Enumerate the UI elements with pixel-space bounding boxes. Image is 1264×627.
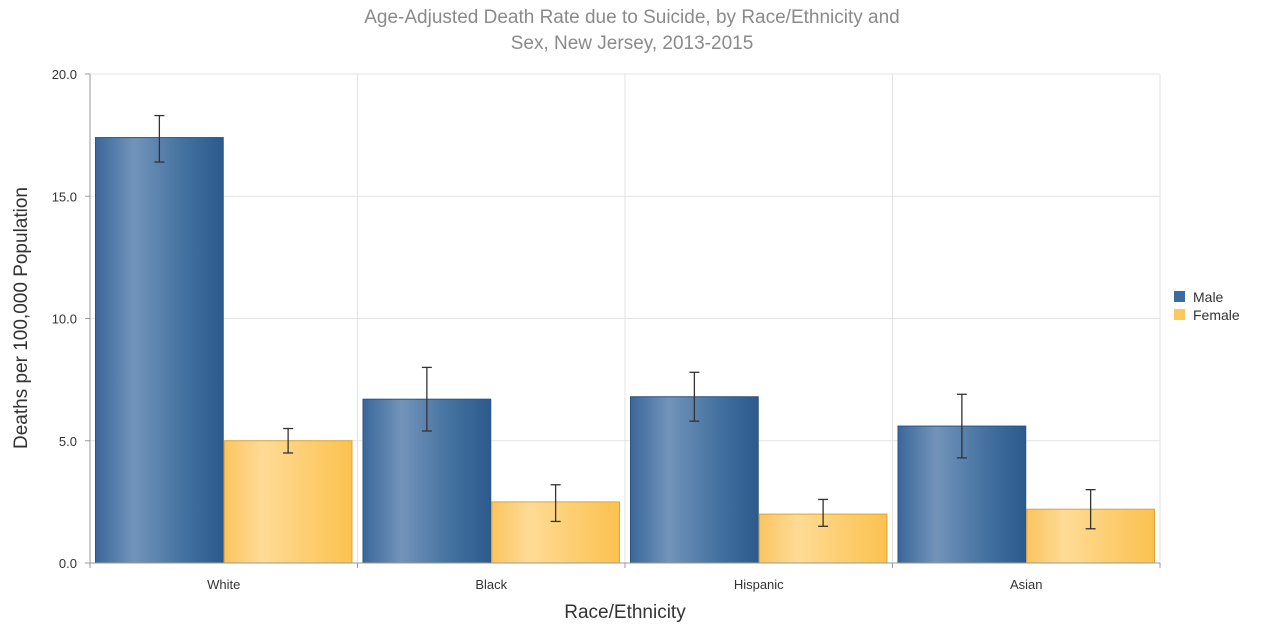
x-tick-label: Hispanic — [734, 577, 784, 592]
y-tick-label: 0.0 — [59, 556, 77, 571]
y-tick-label: 20.0 — [52, 67, 77, 82]
y-tick-label: 15.0 — [52, 189, 77, 204]
legend-label: Female — [1193, 307, 1240, 323]
x-tick-label: Asian — [1010, 577, 1043, 592]
bar-series — [95, 137, 1155, 564]
bar-female-white[interactable] — [223, 440, 353, 564]
legend-swatch — [1174, 309, 1185, 320]
error-bar-male-white — [154, 114, 165, 163]
y-axis-label: Deaths per 100,000 Population — [11, 187, 32, 449]
x-tick-label: Black — [475, 577, 507, 592]
y-tick-labels: 0.0 5.0 10.0 15.0 20.0 — [52, 67, 77, 571]
legend: Male Female — [1174, 289, 1240, 323]
chart-subtitle: Sex, New Jersey, 2013-2015 — [511, 33, 754, 54]
y-tick-label: 10.0 — [52, 312, 77, 327]
error-bar-female-white — [283, 427, 294, 454]
error-bars — [154, 114, 1096, 530]
legend-label: Male — [1193, 289, 1224, 305]
x-tick-label: White — [207, 577, 240, 592]
bar-male-white[interactable] — [95, 137, 224, 564]
legend-item-male[interactable]: Male — [1174, 289, 1224, 305]
axes — [85, 73, 1161, 568]
error-bar-male-asian — [956, 393, 967, 459]
error-bar-female-black — [550, 484, 561, 523]
x-tick-labels: White Black Hispanic Asian — [207, 577, 1042, 592]
error-bar-female-hispanic — [818, 498, 829, 527]
y-tick-label: 5.0 — [59, 434, 77, 449]
chart-title: Age-Adjusted Death Rate due to Suicide, … — [364, 7, 900, 28]
legend-item-female[interactable]: Female — [1174, 307, 1240, 323]
error-bar-male-black — [421, 366, 432, 432]
error-bar-male-hispanic — [689, 371, 700, 422]
error-bar-female-asian — [1085, 488, 1096, 530]
legend-swatch — [1174, 291, 1185, 302]
x-axis-label: Race/Ethnicity — [564, 602, 686, 623]
